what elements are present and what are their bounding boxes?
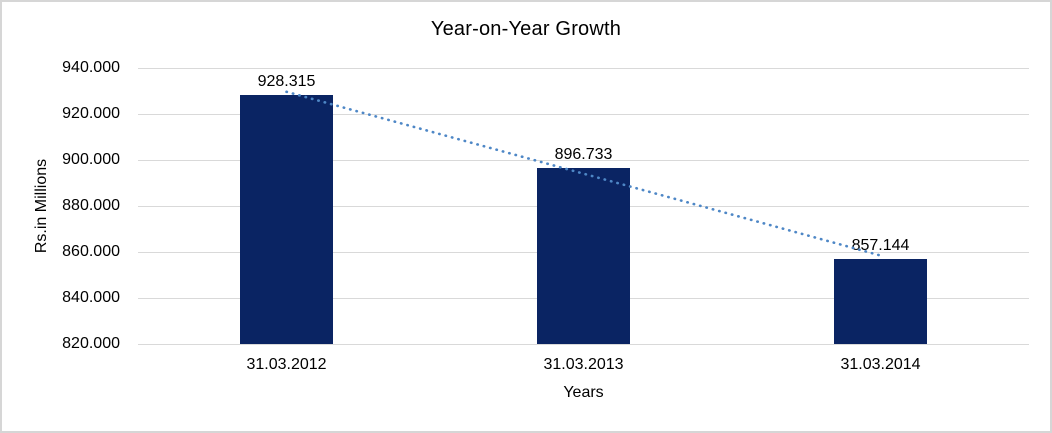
x-axis-title: Years [563, 384, 604, 401]
x-axis-tick-label: 31.03.2014 [840, 356, 921, 373]
gridline [138, 344, 1029, 345]
bar [240, 94, 333, 344]
plot-area: 928.315 896.733 857.144 [138, 68, 1029, 345]
chart-title: Year-on-Year Growth [430, 18, 622, 40]
x-axis-tick-label: 31.03.2012 [246, 356, 327, 373]
bar [834, 258, 927, 344]
bar-value-label: 928.315 [257, 72, 316, 90]
y-axis-tick-label: 920.000 [62, 105, 120, 122]
bar-value-label: 896.733 [554, 145, 613, 163]
bar [537, 167, 630, 344]
y-axis-tick-label: 860.000 [62, 243, 120, 260]
trendline [285, 90, 882, 257]
gridline [138, 68, 1029, 69]
gridline [138, 160, 1029, 161]
y-axis-tick-label: 820.000 [62, 335, 120, 352]
bar-value-label: 857.144 [851, 236, 910, 254]
y-axis-tick-label: 900.000 [62, 151, 120, 168]
gridline [138, 114, 1029, 115]
x-axis-tick-label: 31.03.2013 [543, 356, 624, 373]
y-axis-tick-label: 840.000 [62, 289, 120, 306]
y-axis-tick-label: 940.000 [62, 59, 120, 76]
y-axis-tick-label: 880.000 [62, 197, 120, 214]
